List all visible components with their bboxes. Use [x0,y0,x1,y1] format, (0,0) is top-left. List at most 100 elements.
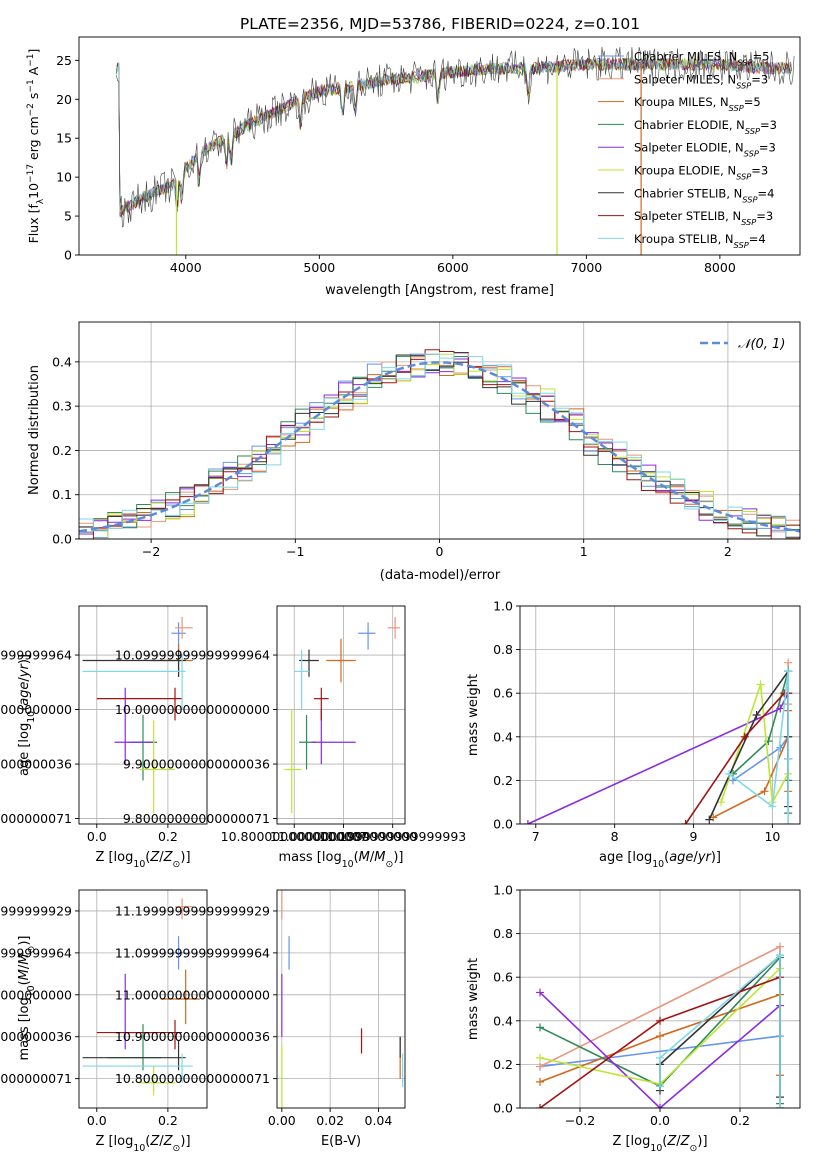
x-tick-label: −2 [142,544,160,559]
weight-marker [705,815,714,824]
panel-mass-vs-EBV: 0.00 0.02 0.04 10.80000000000000071 10.90000… [115,889,406,1128]
weight-marker [656,1016,664,1025]
x-tick-label: 0 [436,544,444,559]
plot-area [536,942,784,1108]
x-axis-label: Z [log10(Z/Z⊙)] [95,850,190,870]
y-tick-label: 0.1 [52,487,72,502]
weight-marker [656,1082,664,1091]
x-axis-label: Z [log10(Z/Z⊙)] [612,1134,707,1154]
y-tick-label: 10.90000000000000036 [115,1029,270,1044]
weight-marker [776,942,784,951]
x-tick-label: 10 [764,829,780,844]
x-axis-label: age [log10(age/yr)] [599,850,721,870]
weight-marker [536,1023,544,1032]
x-tick-label: 2 [724,544,732,559]
plot-area [281,890,404,1108]
y-tick-label: 0 [64,248,72,263]
x-tick-label: 7 [532,829,540,844]
y-tick-label: 10.90000000000000036 [0,1029,72,1044]
normal-curve [79,361,800,533]
x-axis-label: Z [log10(Z/Z⊙)] [95,1134,190,1154]
weight-marker [776,951,784,960]
weight-marker [756,680,765,689]
y-axis-label: mass [log10(M/M⊙)] [17,936,37,1061]
y-tick-label: 0.2 [493,773,513,788]
legend: Chabrier MILES, NSSP=5 Salpeter MILES, NS… [598,50,777,250]
y-tick-label: 10.09999999999999964 [115,648,270,663]
weight-marker [784,754,793,763]
x-axis-label: (data-model)/error [380,568,501,583]
plot-area [523,658,793,824]
weight-marker [681,820,690,824]
x-tick-label: 7000 [570,260,602,275]
y-tick-label: 0.6 [493,686,513,701]
x-tick-label: 0.2 [158,1113,178,1128]
x-tick-label: 0.0 [87,829,107,844]
plot-area [79,349,800,539]
weight-series-5 [720,684,789,805]
x-tick-label: 0.0 [650,1113,670,1128]
y-tick-label: 10.09999999999999964 [0,648,72,663]
y-tick-label: 9.80000000000000071 [123,811,270,826]
axes-frame [519,605,801,825]
weight-marker [536,1062,544,1071]
x-tick-label: 8000 [704,260,736,275]
axes-frame [276,605,406,825]
x-tick-label: 10.8000000000000007 [221,829,368,844]
y-tick-label: 0.0 [493,1101,513,1116]
axes-frame [78,889,208,1109]
plot-area [82,616,193,814]
y-axis-label: mass weight [466,958,481,1040]
y-tick-label: 0.4 [493,1013,513,1028]
y-tick-label: 11.19999999999999929 [115,903,270,918]
y-tick-label: 10.00000000000000000 [0,702,72,717]
weight-marker [776,704,785,713]
panel-spectrum: 4000 5000 6000 7000 8000 0 5 10 15 20 25 [56,36,801,275]
y-tick-label: 25 [56,53,72,68]
y-tick-label: 10 [56,170,72,185]
weight-marker [740,732,749,741]
y-tick-label: 0.8 [493,642,513,657]
weight-marker [536,1053,544,1062]
weight-marker [784,658,793,667]
x-axis-label: E(B-V) [321,1134,361,1149]
weight-marker [725,769,734,778]
x-tick-label: −0.2 [565,1113,595,1128]
plot-area [82,898,200,1096]
y-tick-label: 0.2 [493,1057,513,1072]
weight-series-6 [708,668,789,820]
y-tick-label: 0.4 [493,729,513,744]
y-tick-label: 11.09999999999999964 [0,945,72,960]
x-axis-label: wavelength [Angstrom, rest frame] [325,283,554,298]
legend-entry: Salpeter MILES, NSSP=3 [634,72,768,90]
legend-entry: Salpeter STELIB, NSSP=3 [634,209,773,227]
x-tick-label: 9 [690,829,698,844]
y-tick-label: 20 [56,92,72,107]
x-axis-label: mass [log10(M/M⊙)] [279,850,404,870]
y-tick-label: 0.8 [493,926,513,941]
y-tick-label: 15 [56,131,72,146]
weight-marker [656,1104,664,1108]
legend-entry: 𝒩(0, 1) [738,337,785,352]
y-tick-label: 0.0 [493,817,513,832]
y-tick-label: 9.80000000000000071 [0,811,72,826]
axes-frame [78,605,208,825]
legend-entry: Kroupa STELIB, NSSP=4 [634,232,766,250]
legend-entry: Chabrier STELIB, NSSP=4 [634,186,774,204]
x-tick-label: 0.2 [730,1113,750,1128]
weight-marker [760,787,769,796]
y-tick-label: 1.0 [493,599,513,614]
y-tick-label: 0.3 [52,399,72,414]
histogram-series-7 [79,349,800,539]
x-tick-label: 8 [611,829,619,844]
weight-marker [656,1032,664,1041]
y-tick-label: 9.90000000000000036 [123,757,270,772]
y-tick-label: 10.80000000000000071 [115,1071,270,1086]
legend-entry: Chabrier MILES, NSSP=5 [634,50,769,68]
spectrum-series-6 [116,46,795,228]
plot-area [116,46,795,255]
weight-marker [768,802,777,811]
weight-marker [717,798,726,807]
weight-marker [752,711,761,719]
